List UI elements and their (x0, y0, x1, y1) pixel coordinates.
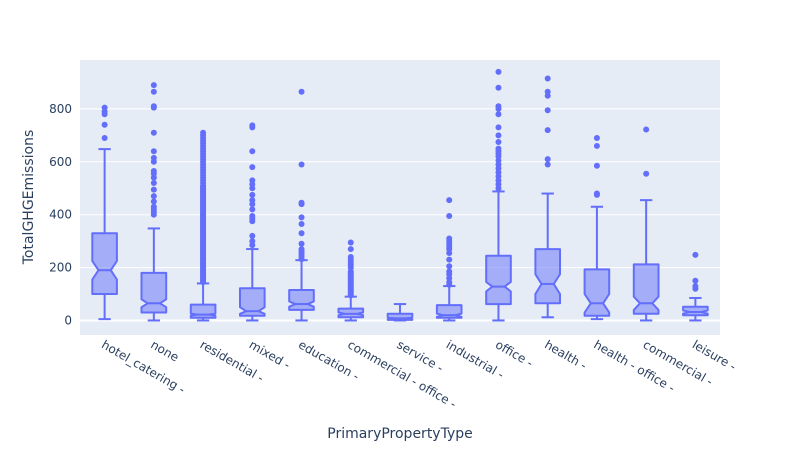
outlier-point (544, 75, 551, 82)
outlier-point (249, 197, 256, 204)
outlier-point (544, 156, 551, 163)
outlier-point (495, 84, 502, 91)
x-tick-label: none (148, 337, 181, 364)
outlier-point (200, 129, 207, 136)
outlier-point (347, 239, 354, 246)
outlier-point (249, 164, 256, 171)
box (485, 254, 512, 306)
outlier-point (249, 238, 256, 245)
outlier-point (298, 246, 305, 253)
outlier-point (298, 88, 305, 95)
outlier-point (495, 145, 502, 152)
outlier-point (495, 103, 502, 110)
y-tick-label: 600 (49, 155, 72, 169)
outlier-point (446, 235, 453, 242)
outlier-point (150, 203, 157, 210)
box (288, 289, 315, 311)
box (583, 268, 611, 317)
box (140, 271, 168, 314)
outlier-point (446, 263, 453, 270)
outlier-point (593, 135, 600, 142)
outlier-point (249, 206, 256, 213)
outlier-point (101, 104, 108, 111)
y-tick-label: 400 (49, 208, 72, 222)
outlier-point (495, 124, 502, 131)
outlier-point (643, 126, 650, 133)
outlier-point (150, 179, 157, 186)
box (189, 303, 217, 319)
outlier-point (446, 268, 453, 275)
outlier-point (544, 107, 551, 114)
box (91, 232, 118, 295)
box (534, 248, 561, 305)
outlier-point (593, 162, 600, 169)
outlier-point (446, 256, 453, 263)
x-tick-label: health - (542, 337, 589, 372)
x-axis-title: PrimaryPropertyType (327, 426, 473, 442)
x-tick-labels: hotel_catering -none residential -mixed -… (99, 337, 738, 411)
outlier-point (298, 214, 305, 221)
outlier-point (692, 283, 699, 290)
outlier-point (249, 177, 256, 184)
outlier-point (495, 138, 502, 145)
outlier-point (643, 170, 650, 177)
outlier-point (298, 220, 305, 227)
outlier-point (150, 103, 157, 110)
outlier-point (298, 230, 305, 237)
outlier-point (692, 251, 699, 258)
outlier-point (150, 88, 157, 95)
outlier-point (249, 232, 256, 239)
outlier-point (347, 246, 354, 253)
outlier-point (298, 199, 305, 206)
outlier-point (544, 127, 551, 134)
outlier-point (544, 161, 551, 168)
outlier-point (150, 198, 157, 205)
y-tick-label: 0 (64, 313, 72, 327)
outlier-point (446, 213, 453, 220)
outliers-layer (101, 68, 699, 299)
y-tick-label: 800 (49, 102, 72, 116)
box (239, 287, 266, 317)
outlier-point (150, 82, 157, 89)
outlier-point (298, 240, 305, 247)
outlier-point (593, 190, 600, 197)
outlier-point (101, 135, 108, 142)
outlier-point (249, 122, 256, 129)
outlier-point (150, 148, 157, 155)
outlier-point (249, 191, 256, 198)
outlier-point (150, 168, 157, 175)
outlier-point (150, 154, 157, 161)
outlier-point (249, 148, 256, 155)
outlier-point (446, 197, 453, 204)
box (682, 305, 709, 317)
y-tick-label: 200 (49, 261, 72, 275)
outlier-point (150, 193, 157, 200)
outlier-point (495, 111, 502, 118)
y-axis-title: TotalGHGEmissions (21, 130, 37, 266)
outlier-point (150, 129, 157, 136)
outlier-point (101, 121, 108, 128)
outlier-point (495, 132, 502, 139)
outlier-point (249, 213, 256, 220)
y-tick-labels: 0 200 400 600 800 (49, 102, 72, 328)
outlier-point (495, 68, 502, 75)
x-tick-label: hotel_catering - (99, 337, 187, 396)
outlier-point (347, 253, 354, 260)
outlier-point (544, 88, 551, 95)
box (632, 263, 660, 315)
plot-background (80, 60, 720, 335)
outlier-point (692, 277, 699, 284)
outlier-point (150, 186, 157, 193)
outlier-point (593, 142, 600, 149)
outlier-point (298, 161, 305, 168)
